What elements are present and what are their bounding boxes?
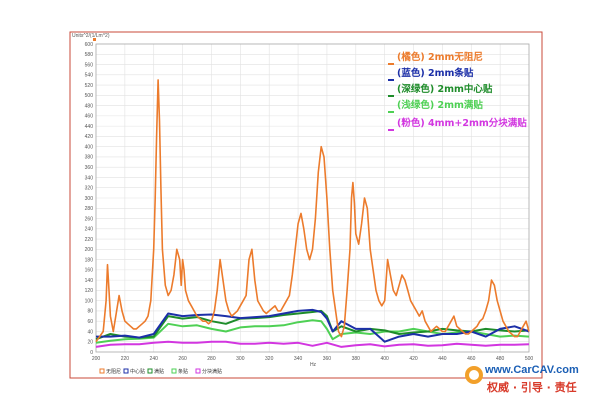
watermark-url-text: www.CarCAV.com — [484, 364, 579, 376]
series-line-3 — [95, 309, 530, 341]
y-tick-label: 600 — [85, 42, 94, 48]
carcav-logo-inner — [469, 370, 479, 380]
y-tick-label: 100 — [85, 298, 94, 304]
series-line-2 — [96, 308, 530, 343]
watermark: www.CarCAV.com 权威 · 引导 · 责任 — [465, 364, 579, 394]
series-line-1 — [95, 79, 530, 343]
x-tick-label: 500 — [525, 356, 534, 362]
x-tick-label: 200 — [92, 356, 101, 362]
legend-entry: (蓝色) 2mm条贴 — [397, 67, 474, 79]
y-tick-label: 540 — [85, 73, 94, 79]
y-tick-label: 360 — [85, 165, 94, 171]
y-tick-label: 440 — [85, 124, 94, 130]
series-lines — [95, 79, 530, 348]
y-tick-label: 180 — [85, 257, 94, 263]
y-tick-label: 160 — [85, 268, 94, 274]
bottom-legend-entry: 分块满贴 — [202, 368, 222, 375]
y-tick-label: 120 — [85, 288, 94, 294]
y-tick-label: 520 — [85, 83, 94, 89]
bottom-legend-entry: 中心贴 — [130, 368, 145, 375]
legend-entry: (深绿色) 2mm中心贴 — [397, 83, 493, 95]
plot-area-border — [95, 43, 530, 353]
y-tick-label: 560 — [85, 62, 94, 68]
x-tick-label: 260 — [178, 356, 187, 362]
x-tick-label: 400 — [380, 356, 389, 362]
y-tick-label: 380 — [85, 155, 94, 161]
y-tick-label: 320 — [85, 186, 94, 192]
watermark-url: www.CarCAV.com — [484, 364, 579, 376]
y-tick-label: 40 — [87, 329, 93, 335]
y-tick-label: 460 — [85, 114, 94, 120]
y-tick-label: 60 — [87, 319, 93, 325]
x-tick-label: 360 — [323, 356, 332, 362]
y-tick-label: 0 — [90, 350, 93, 356]
bottom-legend-entry: 满贴 — [154, 368, 164, 375]
x-tick-labels: 200 220 240 260 280 300 320 340 360 380 400 420 440 4… — [92, 356, 534, 362]
y-tick-label: 140 — [85, 278, 94, 284]
bottom-legend-entry: 无阻尼 — [106, 368, 121, 375]
y-tick-label: 260 — [85, 216, 94, 222]
legend: (橘色) 2mm无阻尼 (蓝色) 2mm条贴 (深绿色) 2mm中心贴 (浅绿色) 2… — [388, 51, 527, 131]
y-tick-label: 80 — [87, 309, 93, 315]
y-tick-label: 580 — [85, 52, 94, 58]
y-tick-label: 280 — [85, 206, 94, 212]
bottom-legend: 无阻尼 中心贴 满贴 条贴 分块满贴 — [99, 368, 222, 375]
x-tick-label: 240 — [150, 356, 159, 362]
x-tick-label: 420 — [409, 356, 418, 362]
y-tick-labels: 0 20 40 60 80 100 120 140 160 180 200 220 240 260 280 3… — [85, 42, 94, 356]
x-axis-label: Hz — [310, 362, 317, 368]
legend-entry: (粉色) 4mm+2mm分块满贴 — [397, 117, 527, 129]
series-line-5 — [95, 340, 530, 348]
y-tick-label: 20 — [87, 340, 93, 346]
x-tick-label: 480 — [496, 356, 505, 362]
x-tick-label: 300 — [236, 356, 245, 362]
y-tick-label: 220 — [85, 237, 94, 243]
watermark-slogan: 权威 · 引导 · 责任 — [486, 380, 577, 394]
x-tick-label: 220 — [121, 356, 130, 362]
x-tick-label: 460 — [467, 356, 476, 362]
bottom-legend-swatch — [123, 368, 129, 374]
x-tick-label: 280 — [207, 356, 216, 362]
bottom-legend-swatch — [171, 368, 177, 374]
bottom-legend-swatch — [195, 368, 201, 374]
y-tick-label: 500 — [85, 93, 94, 99]
bottom-legend-entry: 条贴 — [178, 368, 188, 375]
y-axis-header: Units^2/(1/Lm^2) — [72, 33, 110, 39]
y-tick-label: 480 — [85, 103, 94, 109]
x-tick-label: 440 — [438, 356, 447, 362]
bottom-legend-swatch — [147, 368, 153, 374]
y-tick-label: 200 — [85, 247, 94, 253]
x-tick-label: 320 — [265, 356, 274, 362]
y-tick-label: 400 — [85, 144, 94, 150]
x-tick-label: 380 — [352, 356, 361, 362]
x-tick-label: 340 — [294, 356, 303, 362]
legend-entry: (浅绿色) 2mm满贴 — [397, 99, 483, 111]
legend-entry: (橘色) 2mm无阻尼 — [397, 51, 483, 63]
plot-corner-marker — [93, 38, 96, 41]
y-tick-label: 420 — [85, 134, 94, 140]
bottom-legend-swatch — [99, 368, 105, 374]
y-tick-label: 240 — [85, 227, 94, 233]
y-tick-label: 340 — [85, 175, 94, 181]
y-tick-label: 300 — [85, 196, 94, 202]
